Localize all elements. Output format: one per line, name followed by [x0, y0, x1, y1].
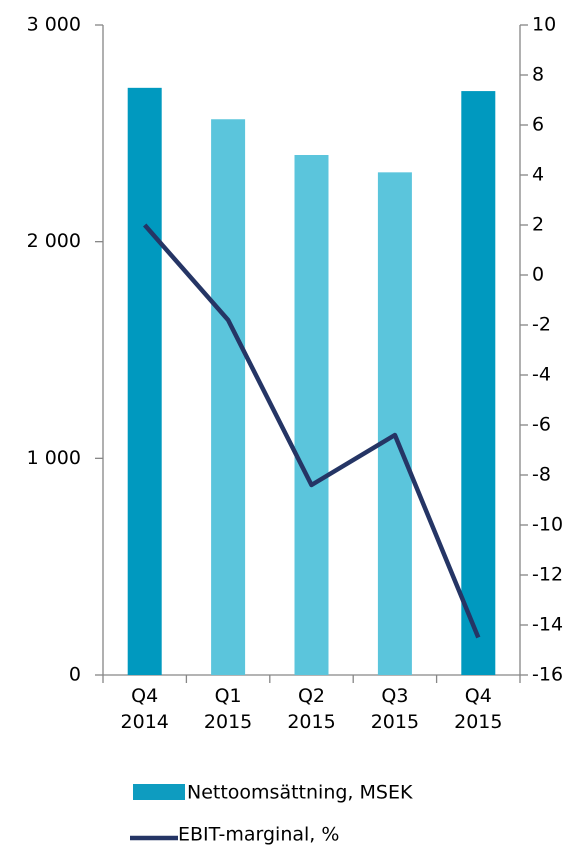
y2-tick-label: 8 — [532, 64, 544, 86]
bar — [294, 155, 329, 675]
legend-swatch — [133, 784, 185, 800]
y2-tick-label: -8 — [532, 464, 551, 486]
y-tick-label: 2 000 — [27, 230, 81, 252]
y2-tick-label: -14 — [532, 614, 563, 636]
y2-tick-label: 0 — [532, 264, 544, 286]
x-tick-label: Q1 2015 — [204, 685, 252, 733]
bar — [377, 172, 412, 676]
y2-tick-label: -16 — [532, 664, 563, 686]
y2-tick-label: -2 — [532, 314, 551, 336]
x-tick-label: Q4 2015 — [454, 685, 502, 733]
y2-tick-label: -6 — [532, 414, 551, 436]
legend-label: EBIT-marginal, % — [178, 824, 339, 845]
x-tick-label: Q2 2015 — [287, 685, 335, 733]
x-tick-label: Q3 2015 — [371, 685, 419, 733]
bar — [461, 91, 496, 676]
y2-tick-label: 6 — [532, 114, 544, 136]
y-tick-label: 3 000 — [27, 14, 81, 36]
y2-tick-label: -10 — [532, 514, 563, 536]
y-tick-label: 1 000 — [27, 447, 81, 469]
y2-tick-label: -12 — [532, 564, 563, 586]
line — [143, 223, 481, 639]
x-tick-label: Q4 2014 — [121, 685, 169, 733]
legend-label: Nettoomsättning, MSEK — [187, 782, 413, 804]
y2-tick-label: 10 — [532, 14, 556, 36]
y2-tick-label: -4 — [532, 364, 551, 386]
y-tick-label: 0 — [69, 664, 81, 686]
y2-tick-label: 4 — [532, 164, 544, 186]
bar — [211, 119, 246, 675]
bar — [127, 87, 162, 676]
y2-tick-label: 2 — [532, 214, 544, 236]
